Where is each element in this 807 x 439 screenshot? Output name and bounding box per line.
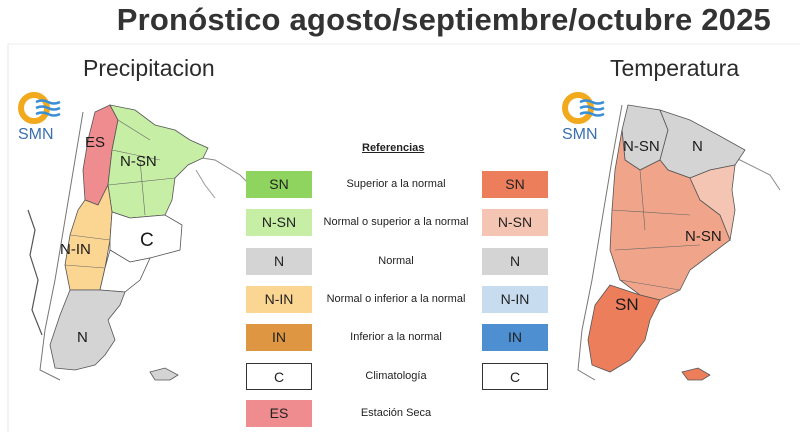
smn-logo-icon xyxy=(562,92,605,124)
tierra-del-fuego xyxy=(149,367,179,381)
precip-label-es: ES xyxy=(85,134,106,151)
province-lines xyxy=(64,119,176,269)
coastline xyxy=(577,104,623,381)
legend-temp-box: IN xyxy=(482,324,548,351)
legend-precip-box: N-SN xyxy=(246,209,312,236)
legend-precip-box: N xyxy=(246,248,312,275)
smn-logo: SMN xyxy=(16,90,68,150)
legend-description: Superior a la normal xyxy=(346,178,446,190)
precip-region-n xyxy=(49,289,126,371)
province-lines xyxy=(611,169,701,291)
legend-temp-box: N-SN xyxy=(482,209,548,236)
precipitation-subtitle: Precipitacion xyxy=(83,55,215,81)
smn-logo-icon xyxy=(18,92,61,124)
precip-label-nin: N-IN xyxy=(60,241,91,258)
neighbor-outline xyxy=(195,169,216,199)
legend-temp-box: N-IN xyxy=(482,286,548,313)
smn-logo-text: SMN xyxy=(562,126,598,143)
temperature-map xyxy=(577,104,781,381)
precip-region-c xyxy=(109,211,183,263)
temp-label-nsn-nw: N-SN xyxy=(623,138,660,155)
precip-label-n: N xyxy=(77,329,88,346)
coast-fragment xyxy=(27,209,43,336)
legend-temp-box: SN xyxy=(482,171,548,198)
coastline xyxy=(39,111,84,381)
legend-title: Referencias xyxy=(362,142,425,154)
legend-precip-box: ES xyxy=(246,400,312,427)
legend-description: Normal o inferior a la normal xyxy=(326,293,466,305)
precip-region-white xyxy=(99,249,151,293)
tierra-del-fuego xyxy=(681,367,711,381)
temp-region-nsn-e xyxy=(689,164,736,242)
legend-description: Normal o superior a la normal xyxy=(323,216,469,228)
smn-logo: SMN xyxy=(560,90,612,150)
precip-label-nsn: N-SN xyxy=(120,153,157,170)
legend-temp-box: C xyxy=(482,363,548,390)
legend-description: Normal xyxy=(378,255,414,267)
temperature-subtitle: Temperatura xyxy=(610,55,740,81)
legend-precip-box: C xyxy=(246,363,312,390)
legend-description: Inferior a la normal xyxy=(350,331,442,343)
precipitation-map xyxy=(27,104,256,381)
temp-label-n: N xyxy=(692,138,703,155)
legend-precip-box: IN xyxy=(246,324,312,351)
temp-region-sn-south xyxy=(587,284,661,373)
legend-temp-box: N xyxy=(482,248,548,275)
page-title: Pronóstico agosto/septiembre/octubre 202… xyxy=(116,2,771,37)
temp-label-sn: SN xyxy=(615,295,639,314)
legend-description: Climatología xyxy=(365,370,427,382)
legend-description: Estación Seca xyxy=(360,407,432,419)
precip-label-c: C xyxy=(140,230,154,251)
legend-precip-box: SN xyxy=(246,171,312,198)
temp-label-nsn-e: N-SN xyxy=(685,228,722,245)
legend-precip-box: N-IN xyxy=(246,286,312,313)
smn-logo-text: SMN xyxy=(18,126,54,143)
